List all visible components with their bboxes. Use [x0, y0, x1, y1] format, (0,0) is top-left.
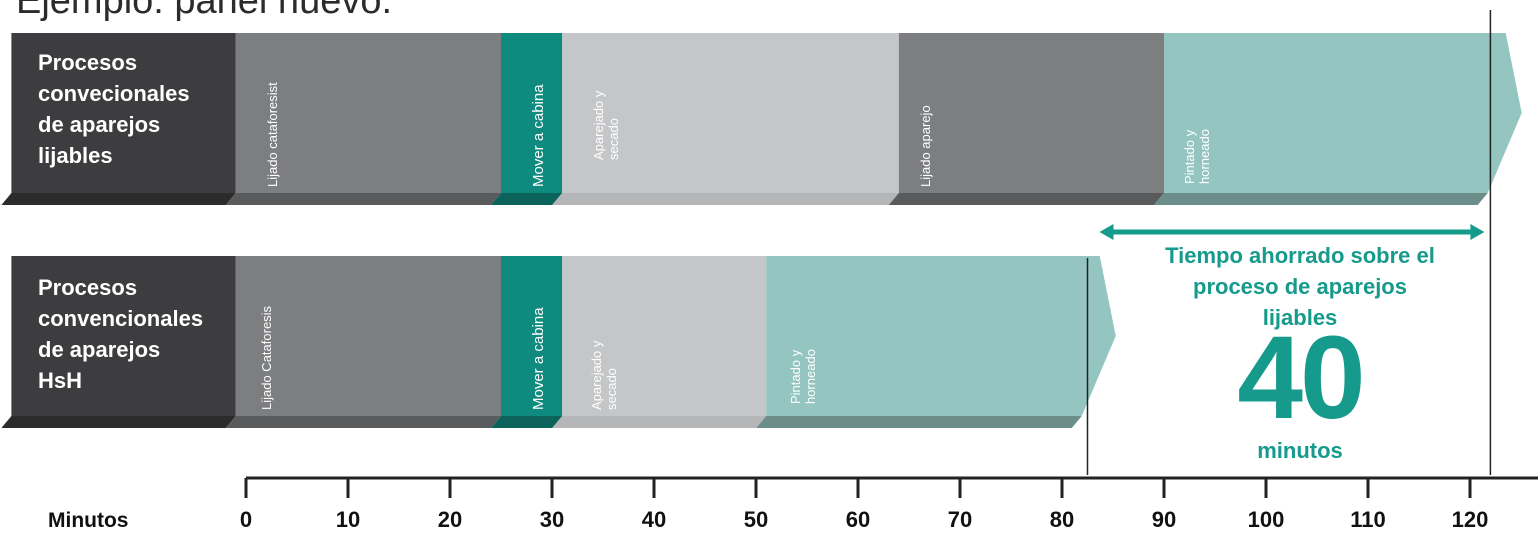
axis-tick-label: 30 — [539, 507, 565, 532]
segment-label-line: Aparejado y — [589, 340, 604, 410]
segment-label-line: secado — [606, 118, 621, 160]
process-segment-shadow — [888, 193, 1164, 205]
process-segment — [501, 33, 563, 193]
axis-title: Minutos — [48, 509, 129, 532]
process-segment-arrow — [766, 256, 1116, 416]
segment-label-line: Aparejado y — [591, 90, 606, 160]
segment-label-lijado-cataforesist: Lijado cataforesist — [265, 82, 280, 187]
process-segment-shadow — [1, 416, 236, 428]
savings-arrow-right-head — [1470, 224, 1485, 240]
process-segment-shadow — [552, 416, 767, 428]
axis-tick-label: 20 — [437, 507, 463, 532]
segment-label-line: Mover a cabina — [530, 307, 547, 410]
segment-label-line: Pintado y — [1182, 129, 1197, 184]
axis-tick-label: 50 — [743, 507, 769, 532]
segment-label-line: Lijado aparejo — [918, 105, 933, 187]
process-segment-shadow — [1154, 193, 1488, 205]
process-segment — [562, 33, 899, 193]
segment-label-aparejado-y-secado: Aparejado y secado — [591, 91, 621, 160]
page-title: Ejemplo: panel nuevo. — [16, 0, 393, 22]
segment-label-line: secado — [604, 368, 619, 410]
process-segment — [235, 256, 502, 416]
savings-caption-line: proceso de aparejos — [1193, 274, 1407, 299]
row-label-line: convencionales — [38, 306, 204, 331]
segment-label-line: horneado — [1197, 129, 1212, 184]
savings-caption-line: lijables — [1262, 305, 1338, 330]
row-label-line: HsH — [38, 368, 83, 393]
segment-label-line: Lijado Cataforesis — [259, 305, 274, 410]
axis-tick-label: 120 — [1451, 507, 1489, 532]
segment-label-line: Mover a cabina — [530, 84, 547, 187]
process-segment — [898, 33, 1164, 193]
axis-tick-label: 80 — [1049, 507, 1075, 532]
process-segment — [501, 256, 563, 416]
process-segment-shadow — [1, 193, 236, 205]
savings-value: 40 — [1237, 312, 1365, 444]
segment-label-mover-a-cabina: Mover a cabina — [530, 84, 547, 187]
axis-tick-label: 110 — [1350, 507, 1386, 532]
axis-tick-label: 90 — [1151, 507, 1177, 532]
row-label-line: Procesos — [38, 275, 138, 300]
axis-tick-label: 60 — [845, 507, 871, 532]
row-label-box — [11, 256, 236, 416]
row-label-line: Procesos — [38, 50, 138, 75]
axis-tick-label: 0 — [239, 507, 253, 532]
row-label-hsh: Procesos convencionales de aparejos HsH — [38, 272, 203, 396]
process-segment-shadow — [491, 193, 563, 205]
row-label-line: lijables — [38, 143, 113, 168]
row-label-line: de aparejos — [38, 337, 161, 362]
segment-label-lijado-aparejo: Lijado aparejo — [918, 105, 933, 187]
axis-tick-label: 10 — [335, 507, 361, 532]
segment-label-line: Lijado cataforesist — [265, 82, 280, 187]
process-segment-shadow — [225, 193, 502, 205]
savings-caption: Tiempo ahorrado sobre el proceso de apar… — [1110, 240, 1490, 333]
segment-label-pintado-y-horneado: Pintado y horneado — [1182, 129, 1212, 184]
process-segment — [562, 256, 767, 416]
savings-unit: minutos — [1257, 438, 1343, 463]
process-segment — [235, 33, 502, 193]
savings-caption-line: Tiempo ahorrado sobre el — [1165, 243, 1435, 268]
process-segment-shadow — [225, 416, 502, 428]
savings-arrow-left-head — [1099, 224, 1114, 240]
axis-tick-label: 100 — [1247, 507, 1285, 532]
segment-label-line: Pintado y — [788, 349, 803, 404]
segment-label-line: horneado — [803, 349, 818, 404]
axis-tick-label: 70 — [947, 507, 973, 532]
segment-label-mover-a-cabina: Mover a cabina — [530, 307, 547, 410]
row-label-line: convecionales — [38, 81, 190, 106]
process-segment-shadow — [491, 416, 563, 428]
segment-label-pintado-y-horneado: Pintado y horneado — [788, 349, 818, 404]
process-segment-shadow — [756, 416, 1082, 428]
process-segment-arrow — [1164, 33, 1522, 193]
process-segment-shadow — [552, 193, 899, 205]
row-label-box — [11, 33, 236, 193]
segment-label-lijado-cataforesis: Lijado Cataforesis — [259, 306, 274, 410]
axis-tick-label: 40 — [641, 507, 667, 532]
row-label-line: de aparejos — [38, 112, 161, 137]
segment-label-aparejado-y-secado: Aparejado y secado — [589, 341, 619, 410]
row-label-sandable: Procesos convecionales de aparejos lijab… — [38, 47, 190, 171]
